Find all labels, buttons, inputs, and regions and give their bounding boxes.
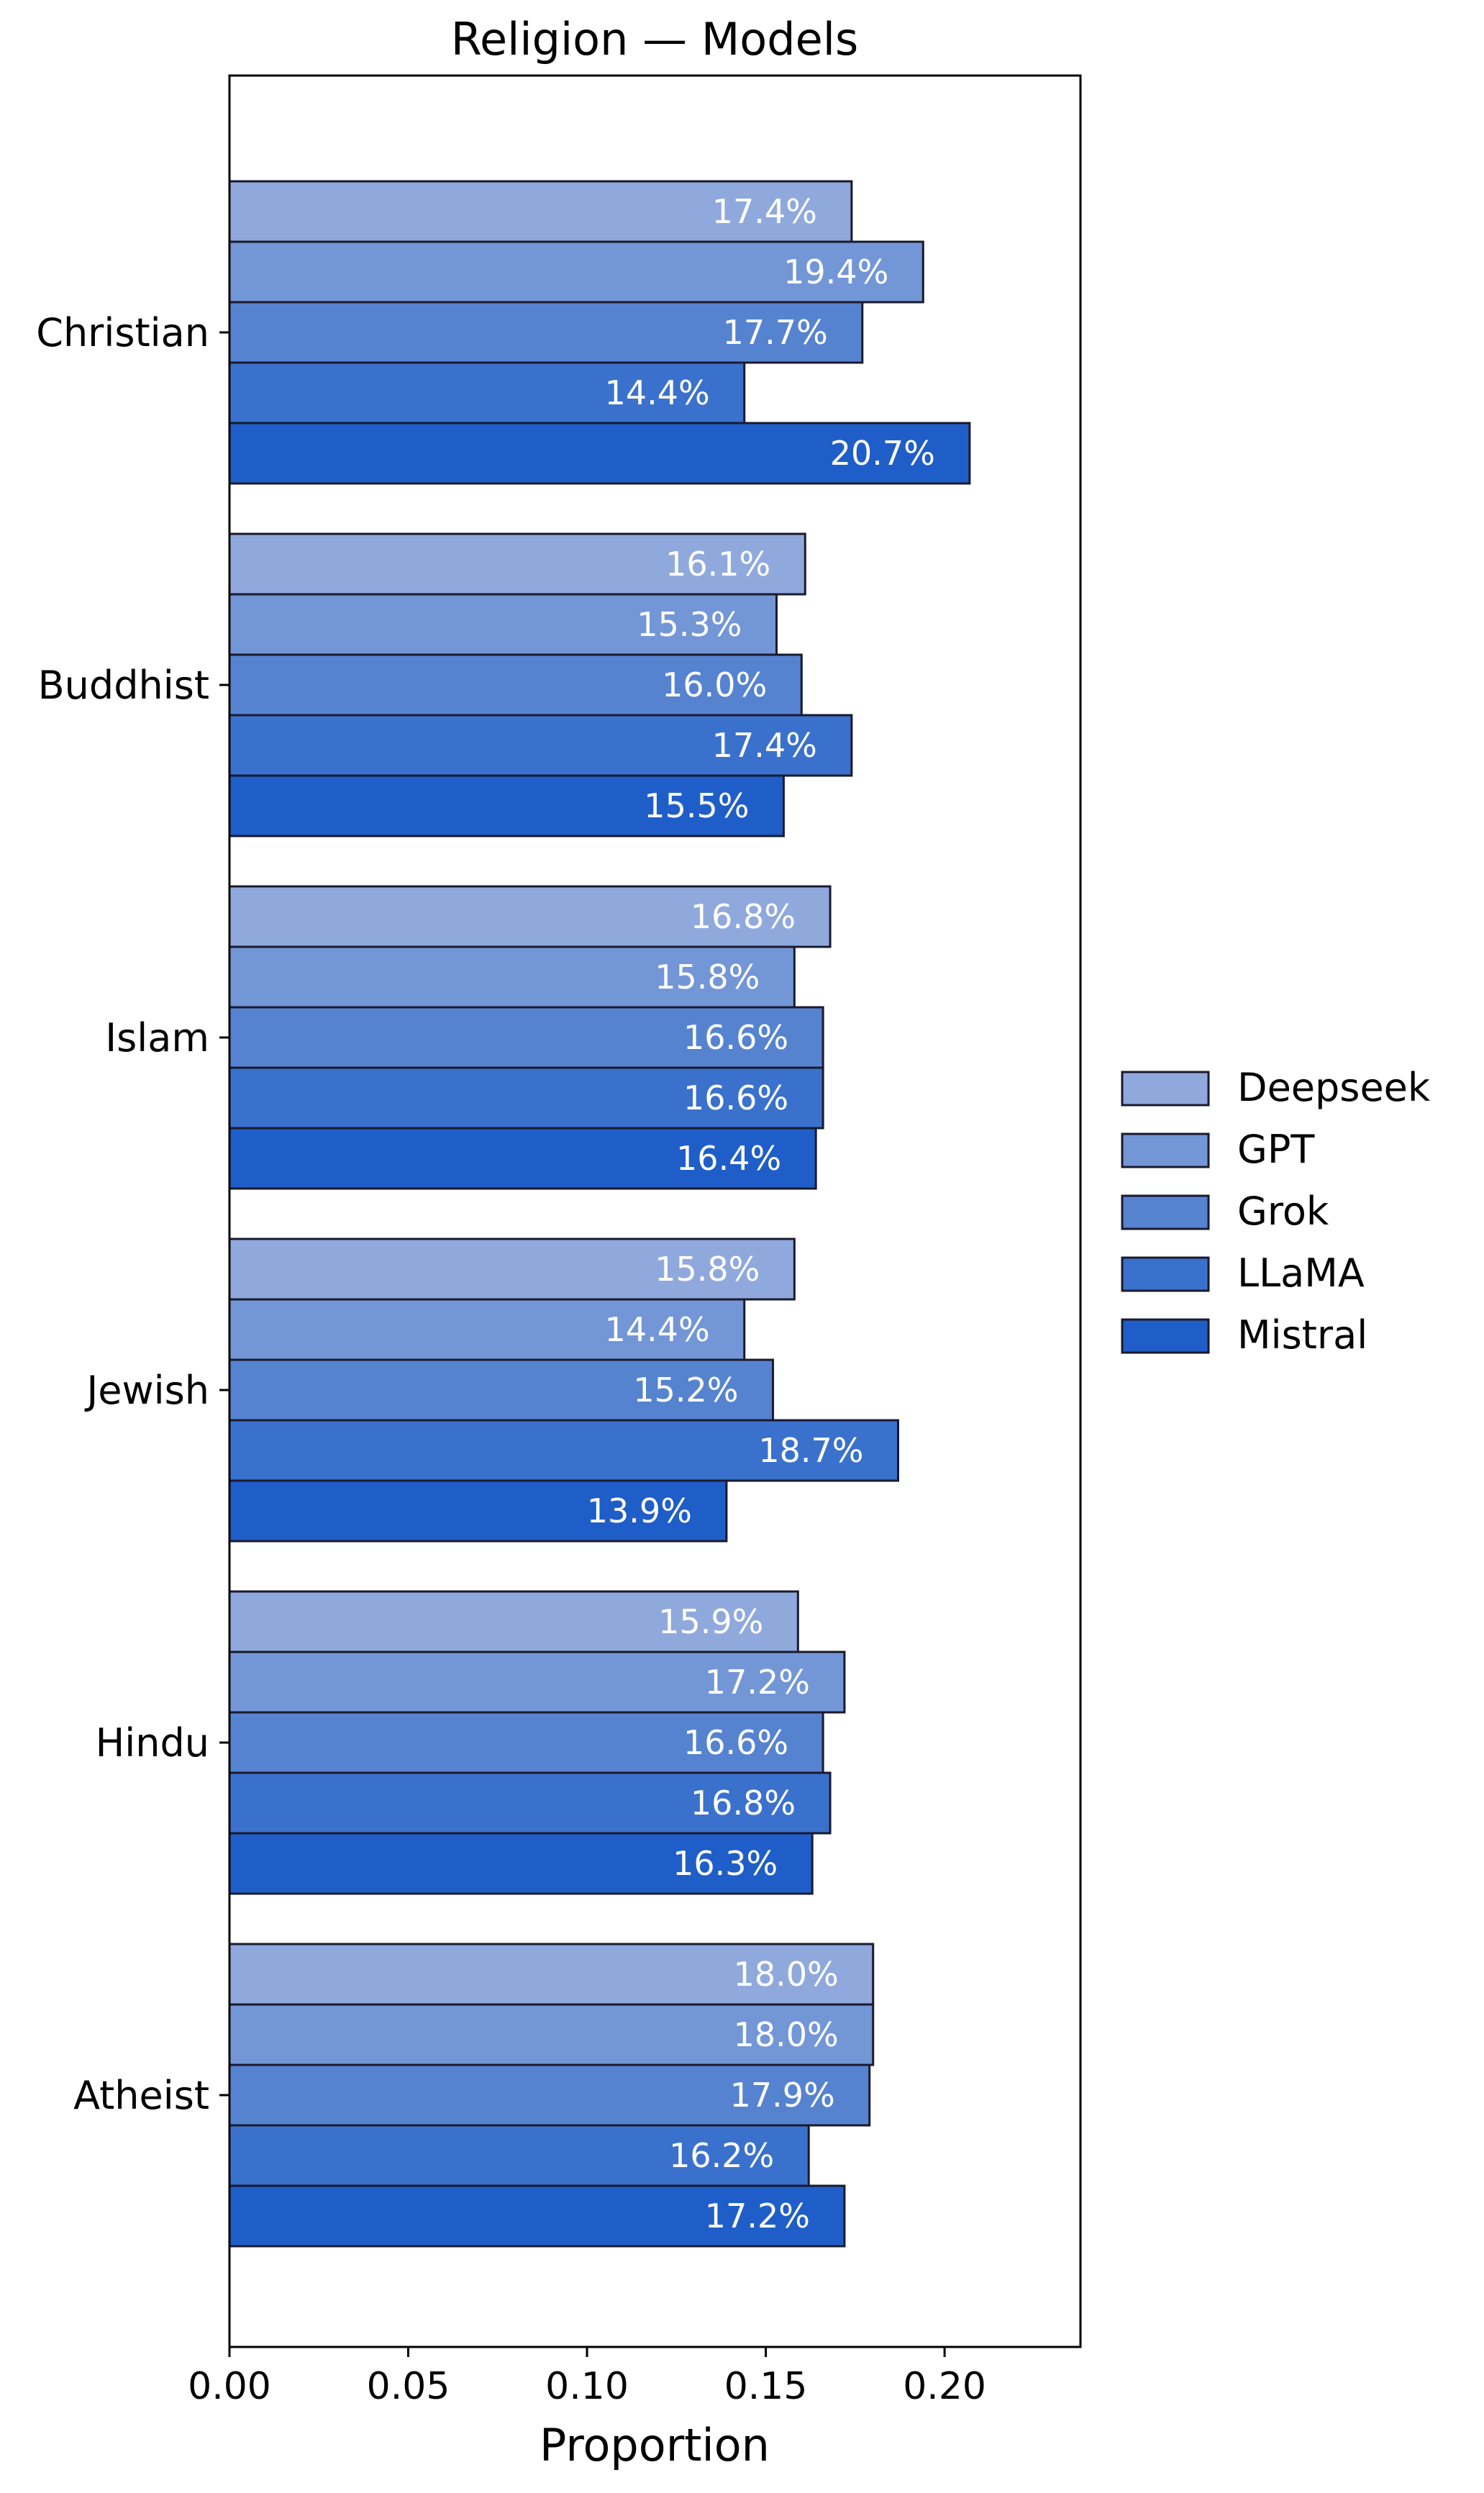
bar-label: 15.2% (633, 1371, 738, 1409)
legend-item-grok: Grok (1122, 1189, 1329, 1234)
legend-label: Mistral (1237, 1312, 1367, 1358)
y-tick-label: Hindu (96, 1720, 209, 1766)
legend-label: GPT (1237, 1127, 1315, 1172)
bar-label: 13.9% (587, 1491, 692, 1530)
chart-title: Religion — Models (451, 13, 859, 65)
bar-label: 16.6% (683, 1018, 788, 1057)
y-tick-label: Buddhist (38, 663, 209, 708)
legend-item-llama: LLaMA (1122, 1250, 1365, 1296)
legend-item-gpt: GPT (1122, 1127, 1315, 1172)
bar-label: 15.9% (658, 1602, 763, 1641)
y-axis: Christian Buddhist Islam Jewish Hindu Atheist (36, 310, 229, 2118)
bar-label: 16.3% (673, 1844, 778, 1883)
legend-item-mistral: Mistral (1122, 1312, 1367, 1358)
bar-label: 16.6% (683, 1079, 788, 1117)
legend-item-deepseek: Deepseek (1122, 1065, 1431, 1110)
y-tick-label: Atheist (73, 2073, 209, 2118)
bar-label: 17.4% (712, 726, 817, 765)
bar-label: 16.0% (662, 666, 767, 704)
x-tick-label: 0.00 (188, 2365, 271, 2408)
legend-swatch (1122, 1134, 1208, 1167)
y-tick-label: Christian (36, 310, 209, 355)
y-tick-label: Jewish (84, 1368, 209, 1413)
x-axis-label: Proportion (540, 2419, 770, 2471)
bar-label: 15.5% (644, 786, 749, 825)
x-tick-label: 0.10 (545, 2365, 629, 2408)
x-axis: 0.00 0.05 0.10 0.15 0.20 (188, 2347, 986, 2408)
bar-label: 16.1% (665, 545, 770, 583)
x-tick-label: 0.15 (724, 2365, 808, 2408)
bar-label: 20.7% (830, 434, 935, 473)
legend-swatch (1122, 1196, 1208, 1229)
bar-label: 14.4% (605, 373, 710, 412)
bar-label: 16.8% (691, 1784, 796, 1822)
legend-label: Deepseek (1237, 1065, 1431, 1110)
bar-label: 17.2% (705, 1663, 810, 1702)
bar-label: 15.3% (637, 605, 742, 644)
legend-label: LLaMA (1237, 1250, 1365, 1296)
legend: Deepseek GPT Grok LLaMA Mistral (1122, 1065, 1431, 1358)
legend-swatch (1122, 1072, 1208, 1105)
bar-label: 16.8% (691, 897, 796, 936)
bar-label: 18.0% (734, 2015, 839, 2054)
bar-label: 15.8% (655, 1250, 760, 1289)
bar-label: 17.9% (730, 2076, 835, 2115)
x-tick-label: 0.05 (367, 2365, 450, 2408)
bar-label: 17.2% (705, 2197, 810, 2235)
bar-label: 16.4% (676, 1139, 781, 1178)
legend-label: Grok (1237, 1189, 1329, 1234)
bar-label: 14.4% (605, 1310, 710, 1349)
bar-label: 18.0% (734, 1955, 839, 1994)
bars-layer: 17.4% 19.4% 17.7% 14.4% 20.7% 16.1% 15.3% 16.0%… (229, 181, 970, 2246)
legend-swatch (1122, 1320, 1208, 1353)
y-tick-label: Islam (105, 1015, 209, 1061)
x-tick-label: 0.20 (903, 2365, 986, 2408)
bar-label: 16.6% (683, 1723, 788, 1762)
bar-label: 18.7% (758, 1431, 863, 1470)
bar-label: 17.4% (712, 192, 817, 231)
bar-label: 15.8% (655, 958, 760, 996)
legend-swatch (1122, 1258, 1208, 1291)
bar-label: 16.2% (669, 2136, 774, 2175)
bar-label: 17.7% (723, 313, 828, 352)
bar-label: 19.4% (783, 253, 888, 291)
